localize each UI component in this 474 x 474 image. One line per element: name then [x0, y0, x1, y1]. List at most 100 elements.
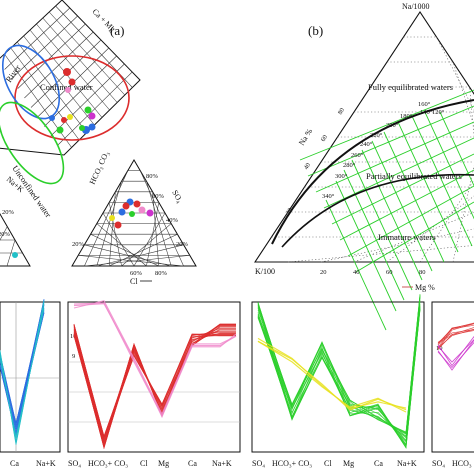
- left-tick-40: 40: [303, 162, 312, 171]
- dotted-grid-line: [452, 165, 474, 263]
- unconfined-water-zone: [0, 101, 65, 185]
- left-tick-20: 20: [285, 207, 294, 216]
- schoeller-line: [0, 302, 45, 437]
- diamond-grid-line: [42, 17, 118, 103]
- full-equilibrium-curve: [271, 99, 474, 245]
- s2-ytick-9: 9: [72, 353, 75, 360]
- diamond-grid-line: [57, 71, 133, 146]
- schoeller-panel-3: SO₄ HCO₃+ CO₃ Cl Mg Ca Na+K: [251, 294, 425, 468]
- schoeller-line: [257, 302, 421, 448]
- triangle-grid-line: [152, 191, 160, 267]
- temp-300: 300°: [335, 173, 348, 180]
- triangle-grid-line: [108, 202, 122, 267]
- isotherm-line: [351, 159, 413, 291]
- s2-label-mg: Mg: [158, 459, 169, 468]
- temp-120: 120°: [432, 109, 445, 116]
- schoeller-panel-1: Ca Na+K: [0, 299, 61, 468]
- s2-label-nak: Na+K: [212, 459, 232, 468]
- temp-220: 220°: [370, 132, 383, 139]
- temp-200: 200°: [386, 122, 399, 129]
- bottom-tick-60: 60: [386, 269, 393, 276]
- schoeller-line: [0, 300, 45, 445]
- panel-a-label: (a): [110, 23, 124, 38]
- schoeller-line: [0, 303, 45, 441]
- triangle-grid-line: [84, 170, 129, 267]
- diamond-tick-left: 20%: [2, 209, 15, 216]
- dotted-grid-line: [386, 195, 474, 263]
- isotherm-line: [361, 149, 423, 281]
- temp-240: 240°: [360, 141, 373, 148]
- temp-340: 340°: [322, 193, 335, 200]
- s2-label-hco3: HCO₃+ CO₃: [88, 459, 128, 468]
- cation-point-cyan: [12, 252, 18, 258]
- isotherm-line: [411, 115, 473, 247]
- dotted-grid-line: [419, 179, 474, 263]
- left-tick-60: 60: [320, 134, 329, 143]
- schoeller-line: [257, 295, 421, 434]
- temp-180: 180°: [400, 113, 413, 120]
- s1-label-nak: Na+K: [36, 459, 56, 468]
- isotherm-line: [397, 121, 459, 253]
- schoeller-line: [257, 337, 407, 409]
- schoeller-line: [257, 298, 421, 439]
- diamond-grid-line: [50, 63, 125, 137]
- triangle-grid-line: [146, 202, 160, 267]
- schoeller-line: [257, 299, 421, 437]
- left-tick-80: 80: [337, 107, 346, 116]
- schoeller-line: [73, 300, 237, 416]
- isotherm-line: [331, 153, 474, 225]
- schoeller-line: [73, 332, 236, 450]
- cl-axis-label: Cl: [130, 277, 138, 286]
- schoeller-line: [0, 308, 45, 436]
- anion-left-tick-20: 20%: [72, 241, 85, 248]
- schoeller-line: [73, 323, 236, 440]
- diamond-grid-line: [44, 55, 117, 127]
- s3-label-hco3: HCO₃+ CO₃: [272, 459, 312, 468]
- isotherm-line: [323, 137, 474, 209]
- s2-label-ca: Ca: [188, 459, 197, 468]
- schoeller-line: [73, 335, 236, 448]
- anion-tick-20: 20%: [176, 241, 189, 248]
- s3-label-cl: Cl: [324, 459, 332, 468]
- s4-label-so4: SO₄: [432, 459, 445, 468]
- triangle-grid-line: [139, 170, 184, 267]
- schoeller-line: [0, 305, 45, 438]
- schoeller-line: [0, 301, 45, 444]
- anion-tick-40: 40%: [166, 217, 179, 224]
- anion-sample-points: [109, 198, 154, 229]
- schoeller-line: [257, 302, 421, 447]
- zone-fully-equilibrated: Fully equilibrated waters: [368, 82, 453, 92]
- temp-260: 260°: [351, 152, 364, 159]
- triangle-grid-line: [133, 212, 166, 267]
- s2-ytick-10: 10: [70, 333, 77, 340]
- isotherm-line: [347, 185, 474, 257]
- temp-280: 280°: [343, 162, 356, 169]
- schoeller-line: [257, 296, 421, 434]
- isotherm-line: [355, 201, 474, 273]
- isotherm-line: [315, 121, 474, 193]
- mg-percent-axis-label: Mg %: [415, 283, 435, 292]
- confined-water-zone: [14, 55, 130, 141]
- anion-tick-60: 60%: [152, 193, 165, 200]
- bottom-tick-20: 20: [320, 269, 327, 276]
- schoeller-1-lines: [0, 299, 45, 445]
- schoeller-line: [437, 339, 474, 363]
- diamond-grid-line: [36, 23, 110, 111]
- confined-water-label: Confined water: [40, 82, 93, 92]
- schoeller-line: [437, 323, 474, 346]
- schoeller-line: [437, 324, 474, 344]
- schoeller-panel-4: 10 SO₄ HCO₃: [431, 301, 474, 468]
- triangle-grid-line: [96, 181, 122, 267]
- panel-b-label: (b): [308, 23, 323, 38]
- schoeller-panel-2: 10 9 SO₄ HCO₃+ CO₃ Cl Mg Ca Na+K: [67, 300, 241, 468]
- schoeller-2-lines: [73, 300, 237, 450]
- schoeller-line: [73, 333, 236, 450]
- schoeller-line: [0, 301, 45, 444]
- schoeller-line: [257, 301, 421, 443]
- schoeller-line: [73, 303, 237, 419]
- s1-label-ca: Ca: [10, 459, 19, 468]
- triangle-grid-line: [146, 181, 172, 267]
- isotherm-line: [371, 140, 433, 272]
- piper-anion-triangle: 80% 60% 40% 20% 20% 80% 60% SO₄ Cl: [71, 159, 197, 286]
